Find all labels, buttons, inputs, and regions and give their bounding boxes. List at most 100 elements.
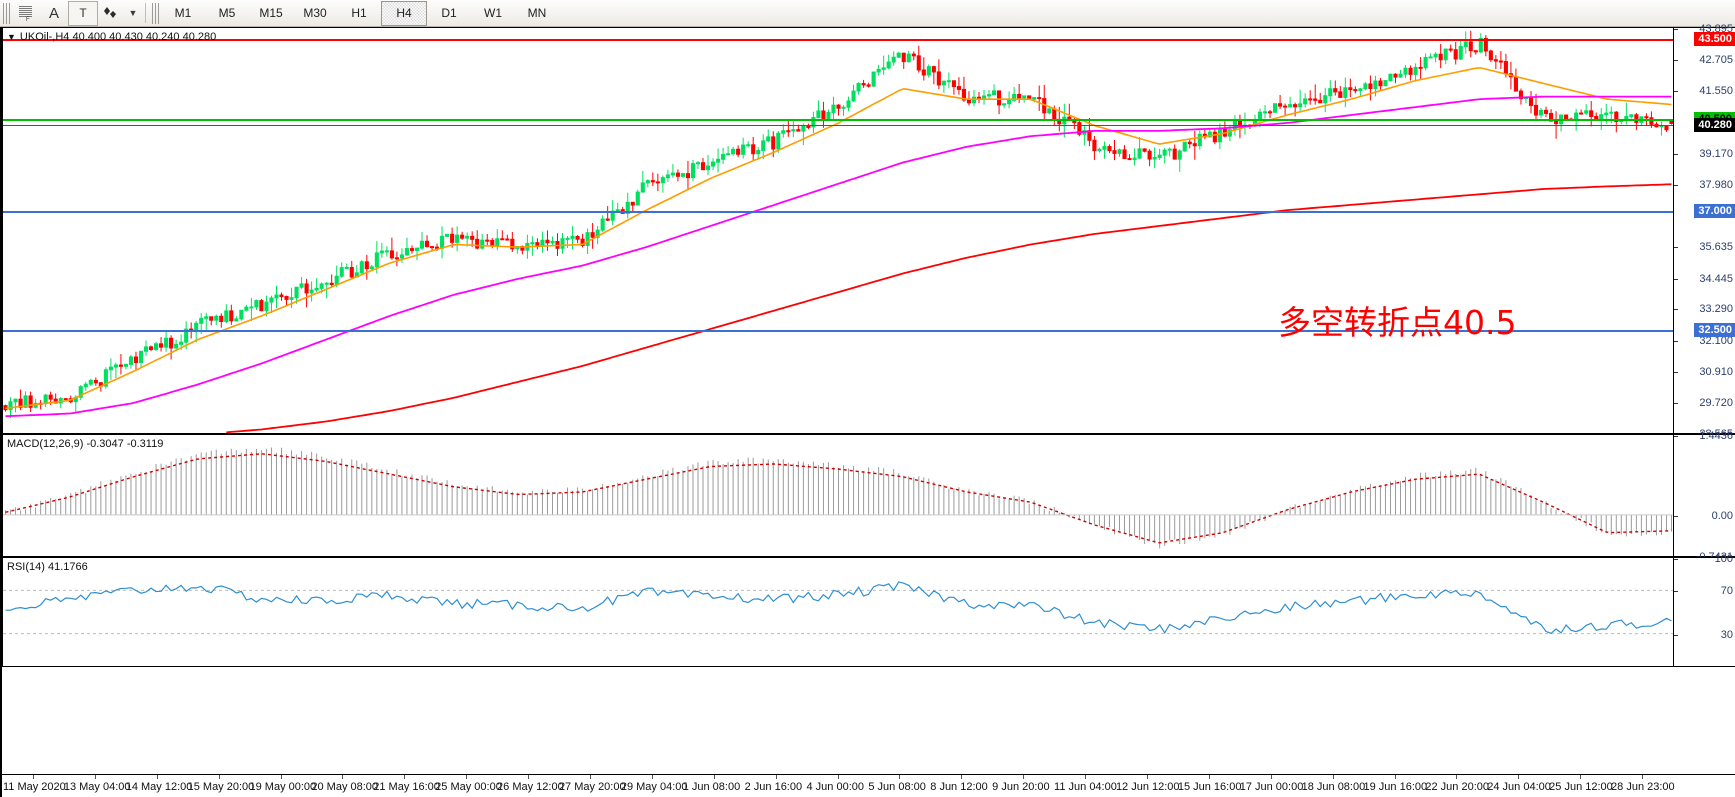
time-axis-label: 12 Jun 12:00 [1115,781,1180,793]
price-axis-label: 41.550 [1699,84,1733,97]
time-axis-tick [404,775,406,779]
price-axis-tick [1674,29,1678,30]
price-axis-label: 37.980 [1699,179,1733,192]
price-axis[interactable]: 43.895 42.705 41.550 39.170 37.980 35.635 34.4… [1673,23,1735,440]
support-37000[interactable] [3,211,1675,214]
last-price-40280[interactable] [3,124,1675,126]
time-axis-label: 17 Jun 00:00 [1239,781,1304,793]
price-badge-43500[interactable]: 43.500 [1694,32,1735,47]
time-axis-tick [1146,775,1148,779]
price-badge-37000[interactable]: 37.000 [1694,204,1735,219]
time-axis-tick [156,775,158,779]
time-axis-tick [1642,775,1644,779]
price-axis-label: 30.910 [1699,366,1733,379]
timeframe-w1[interactable]: W1 [484,6,502,20]
time-axis-label: 9 Jun 20:00 [992,781,1050,793]
timeframe-group: M1 M5 M15 M30 H1 H4 D1 W1 MN [161,0,559,26]
time-axis-label: 25 May 00:00 [435,781,502,793]
text-label-icon[interactable]: T [68,0,98,26]
price-axis-tick [1674,60,1678,62]
timeframe-m15[interactable]: M15 [259,6,283,20]
price-axis-label: 33.290 [1699,303,1733,316]
price-badge-40280[interactable]: 40.280 [1694,117,1735,132]
timeframe-m30[interactable]: M30 [303,6,327,20]
time-axis-label: 19 May 00:00 [249,781,317,793]
chart-area[interactable]: ▼ UKOil-,H4 40.400 40.430 40.240 40.280 多… [0,23,1735,797]
chevron-down-icon[interactable]: ▼ [128,8,138,18]
time-axis-label: 2 Jun 16:00 [744,781,803,793]
price-axis-tick [1674,153,1678,155]
shapes-icon[interactable] [98,2,126,25]
rsi-axis[interactable]: 100 70 30 [1673,553,1735,666]
toolbar-divider [145,3,146,23]
price-axis-label: 43.895 [1699,23,1733,35]
timeframe-m5[interactable]: M5 [218,6,236,20]
time-axis-band: 11 May 2020 13 May 04:00 14 May 12:00 15 Ma… [2,774,1735,797]
macd-pane[interactable]: MACD(12,26,9) -0.3047 -0.3119 1.4436 0.00… [2,430,1735,563]
time-axis-tick [528,775,530,779]
price-header-text: UKOil-,H4 40.400 40.430 40.240 40.280 [19,31,217,43]
price-axis-label: 34.445 [1699,272,1733,285]
rsi-svg [3,581,1674,635]
time-axis-label: 21 May 16:00 [373,781,440,793]
price-axis-label: 39.170 [1699,147,1733,160]
text-a-icon[interactable]: A [48,4,59,22]
time-axis-label: 11 Jun 04:00 [1054,781,1117,793]
time-axis-tick [342,775,344,779]
price-axis-label: 35.635 [1699,241,1733,254]
time-axis-tick [280,775,282,779]
crosshair-f-icon[interactable]: F [12,2,40,25]
price-axis-tick [1674,185,1678,187]
price-axis-label: 29.720 [1699,397,1733,410]
time-axis-tick [899,775,901,779]
time-axis-tick [837,775,839,779]
macd-axis-label: 1.4436 [1699,430,1733,442]
macd-svg [3,447,1674,549]
price-axis-tick [1674,403,1678,405]
time-axis-tick [775,775,777,779]
rsi-axis-label: 100 [1714,553,1733,565]
price-pane-header: ▼ UKOil-,H4 40.400 40.430 40.240 40.280 [7,31,216,43]
annotation-text: 多空转折点40.5 [1278,303,1517,342]
macd-plot [3,435,1735,556]
pivot-40500[interactable] [3,118,1675,121]
timeframe-h1[interactable]: H1 [351,6,367,20]
price-candles-svg [3,30,1674,433]
rsi-axis-label: 30 [1720,628,1733,641]
time-axis-label: 24 Jun 04:00 [1487,781,1551,793]
timeframe-mn[interactable]: MN [527,6,547,20]
time-axis-label: 27 May 20:00 [558,781,626,793]
time-axis-tick [1208,775,1210,779]
price-badge-32500[interactable]: 32.500 [1694,323,1735,338]
price-axis-tick [1674,90,1678,92]
time-axis-label: 1 Jun 08:00 [682,781,741,793]
time-axis-label: 22 Jun 20:00 [1425,781,1489,793]
timeframe-h4[interactable]: H4 [381,0,427,26]
timeframe-d1[interactable]: D1 [441,6,457,20]
macd-pane-header: MACD(12,26,9) -0.3047 -0.3119 [7,438,164,450]
time-axis-tick [1270,775,1272,779]
rsi-axis-tick [1674,634,1678,636]
rsi-pane[interactable]: RSI(14) 41.1766 100 70 30 [2,553,1735,667]
time-axis-label: 19 Jun 16:00 [1363,781,1428,793]
time-axis-tick [1085,775,1087,779]
time-axis-label: 8 Jun 12:00 [930,781,988,793]
toolbar-grip-2[interactable] [152,2,159,24]
resistance-43500[interactable] [3,39,1675,42]
macd-axis-tick [1674,436,1678,437]
time-axis-tick [1023,775,1025,779]
rsi-pane-header: RSI(14) 41.1766 [7,561,88,573]
toolbar-grip-1[interactable] [3,2,10,24]
time-axis-tick [1394,775,1396,779]
macd-axis-tick [1674,515,1678,517]
time-axis-label: 29 May 04:00 [620,781,688,793]
time-axis-tick [94,775,96,779]
support-32500[interactable] [3,330,1675,333]
timeframe-m1[interactable]: M1 [174,6,192,20]
time-axis[interactable]: 11 May 2020 13 May 04:00 14 May 12:00 15 Ma… [2,667,1735,797]
collapse-caret-icon[interactable]: ▼ [7,32,16,42]
price-plot [3,28,1735,433]
price-pane[interactable]: ▼ UKOil-,H4 40.400 40.430 40.240 40.280 多… [2,23,1735,440]
